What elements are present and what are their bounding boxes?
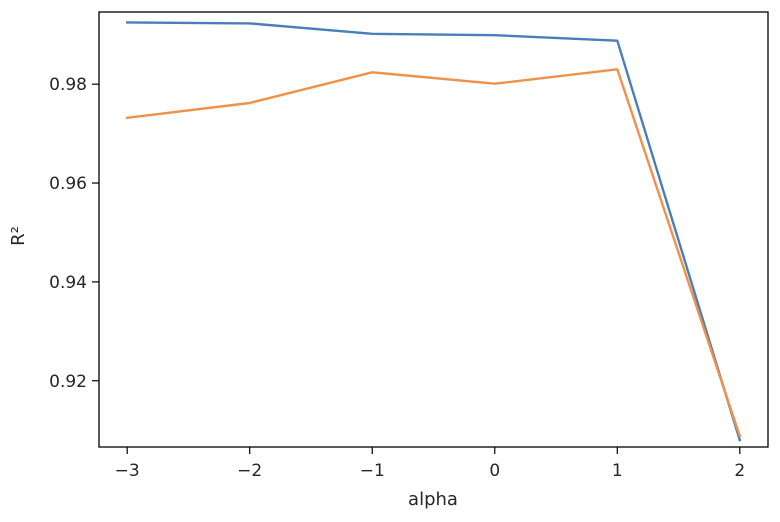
x-axis: −3 −2 −1 0 1 2 xyxy=(115,447,745,481)
x-tick-label: 1 xyxy=(612,461,623,481)
y-tick-label: 0.94 xyxy=(49,273,87,293)
y-axis-label: R² xyxy=(8,226,29,246)
y-tick-label: 0.92 xyxy=(49,372,87,392)
x-tick-label: 0 xyxy=(489,461,500,481)
x-tick-label: −1 xyxy=(360,461,385,481)
x-tick-label: −2 xyxy=(237,461,262,481)
x-tick-label: −3 xyxy=(115,461,140,481)
x-tick-label: 2 xyxy=(734,461,745,481)
series-line-2 xyxy=(125,68,742,438)
y-tick-label: 0.96 xyxy=(49,174,87,194)
plot-frame xyxy=(98,11,769,448)
series-line-1 xyxy=(125,21,742,442)
y-tick-label: 0.98 xyxy=(49,75,87,95)
y-axis: 0.92 0.94 0.96 0.98 xyxy=(49,75,99,392)
x-axis-label: alpha xyxy=(408,489,458,510)
series-layer xyxy=(125,21,742,442)
